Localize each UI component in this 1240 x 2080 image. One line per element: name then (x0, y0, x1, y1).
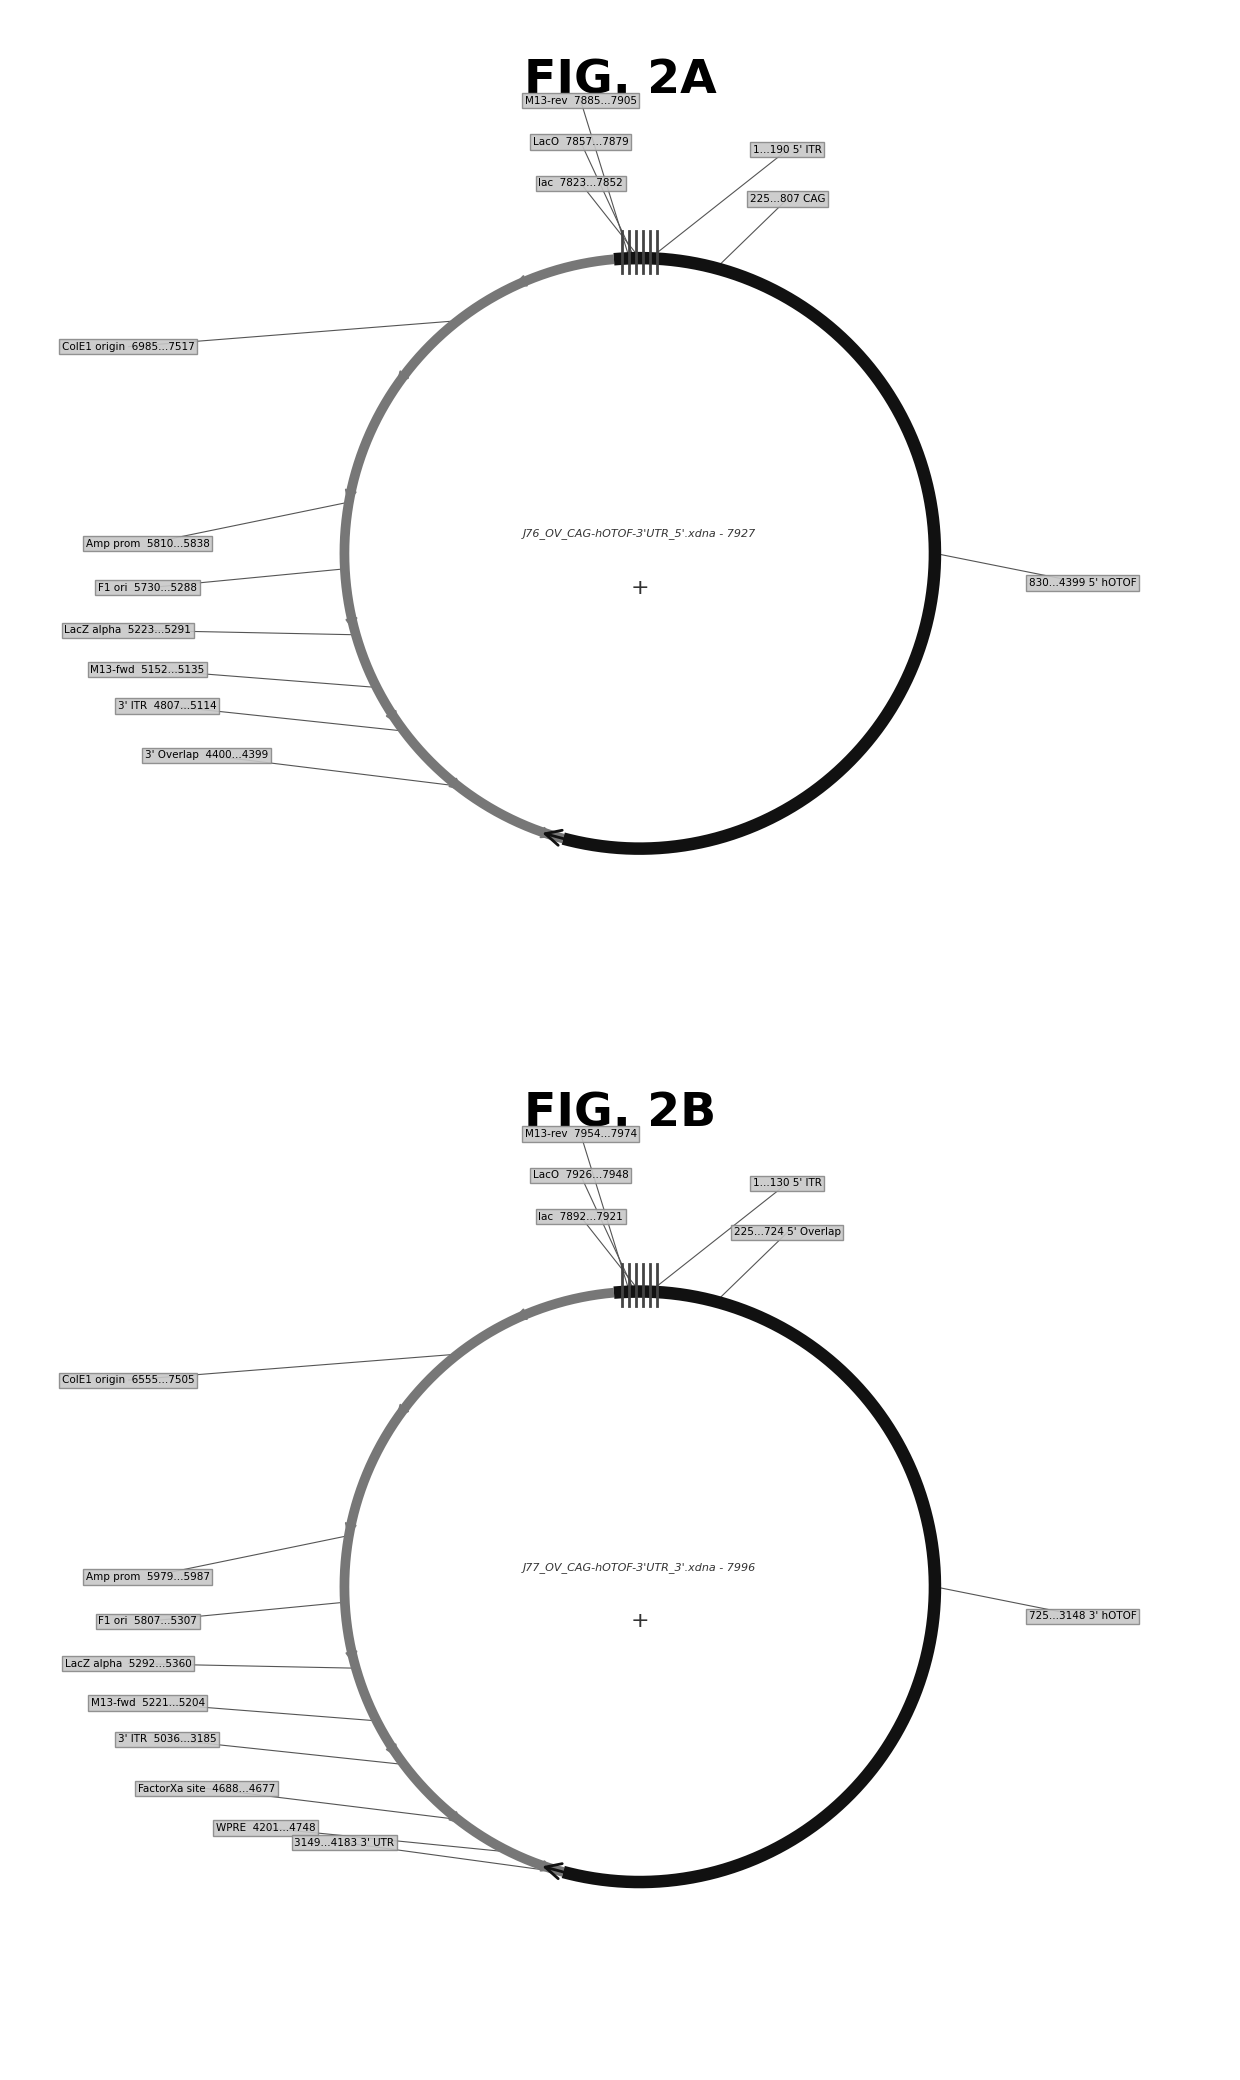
Text: WPRE  4201...4748: WPRE 4201...4748 (216, 1822, 315, 1832)
Text: Amp prom  5979...5987: Amp prom 5979...5987 (86, 1572, 210, 1583)
Text: F1 ori  5807...5307: F1 ori 5807...5307 (98, 1616, 197, 1627)
Text: 3' Overlap  4400...4399: 3' Overlap 4400...4399 (145, 751, 268, 759)
Text: FIG. 2A: FIG. 2A (523, 58, 717, 104)
Text: F1 ori  5730...5288: F1 ori 5730...5288 (98, 582, 197, 593)
Text: LacO  7926...7948: LacO 7926...7948 (533, 1171, 629, 1179)
Text: 3' ITR  4807...5114: 3' ITR 4807...5114 (118, 701, 217, 711)
Text: ColE1 origin  6555...7505: ColE1 origin 6555...7505 (62, 1375, 195, 1385)
Text: M13-rev  7885...7905: M13-rev 7885...7905 (525, 96, 636, 106)
Text: 725...3148 3' hOTOF: 725...3148 3' hOTOF (1029, 1612, 1136, 1620)
Text: LacO  7857...7879: LacO 7857...7879 (533, 137, 629, 148)
Text: M13-fwd  5221...5204: M13-fwd 5221...5204 (91, 1697, 205, 1708)
Text: M13-fwd  5152...5135: M13-fwd 5152...5135 (91, 664, 205, 674)
Text: 3149...4183 3' UTR: 3149...4183 3' UTR (294, 1837, 394, 1847)
Text: 1...190 5' ITR: 1...190 5' ITR (753, 146, 822, 154)
Text: Amp prom  5810...5838: Amp prom 5810...5838 (86, 539, 210, 549)
Text: 225...807 CAG: 225...807 CAG (749, 193, 825, 204)
Text: 3' ITR  5036...3185: 3' ITR 5036...3185 (118, 1735, 217, 1745)
Text: +: + (630, 1612, 649, 1631)
Text: lac  7892...7921: lac 7892...7921 (538, 1213, 622, 1221)
Text: LacZ alpha  5223...5291: LacZ alpha 5223...5291 (64, 626, 191, 634)
Text: 830...4399 5' hOTOF: 830...4399 5' hOTOF (1029, 578, 1136, 589)
Text: +: + (630, 578, 649, 597)
Text: ColE1 origin  6985...7517: ColE1 origin 6985...7517 (62, 341, 195, 352)
Text: FactorXa site  4688...4677: FactorXa site 4688...4677 (138, 1783, 275, 1793)
Text: J77_OV_CAG-hOTOF-3'UTR_3'.xdna - 7996: J77_OV_CAG-hOTOF-3'UTR_3'.xdna - 7996 (523, 1562, 756, 1572)
Text: LacZ alpha  5292...5360: LacZ alpha 5292...5360 (64, 1658, 191, 1668)
Text: FIG. 2B: FIG. 2B (523, 1092, 717, 1138)
Text: M13-rev  7954...7974: M13-rev 7954...7974 (525, 1129, 636, 1140)
Text: 225...724 5' Overlap: 225...724 5' Overlap (734, 1227, 841, 1238)
Text: 1...130 5' ITR: 1...130 5' ITR (753, 1177, 822, 1188)
Text: J76_OV_CAG-hOTOF-3'UTR_5'.xdna - 7927: J76_OV_CAG-hOTOF-3'UTR_5'.xdna - 7927 (523, 528, 756, 539)
Text: lac  7823...7852: lac 7823...7852 (538, 179, 622, 189)
